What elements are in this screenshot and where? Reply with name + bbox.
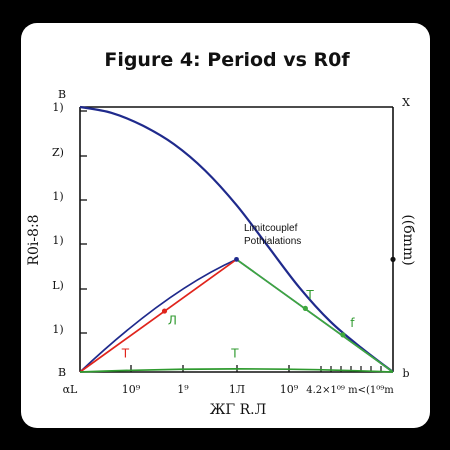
x-tick-label: 4.2×1⁰⁹ m<(1⁰⁹m <box>306 385 394 396</box>
series-line-red-line <box>79 258 237 373</box>
series-label: T <box>305 288 314 302</box>
corner-label-right-bottom: b <box>402 367 409 380</box>
series-layer <box>79 105 396 373</box>
annotation-line-2: Pothialations <box>244 236 301 247</box>
series-label: Л <box>168 313 177 327</box>
data-point <box>340 332 346 338</box>
annotation-line-1: Limitcouplef <box>244 223 298 234</box>
data-point <box>302 305 308 311</box>
y-tick-label: Z) <box>52 146 64 159</box>
x-tick-label: 10⁹ <box>122 383 141 396</box>
series-label: T <box>121 346 130 360</box>
y-tick-label: 1) <box>52 323 63 336</box>
y-tick-label: 1) <box>52 234 63 247</box>
right-axis-marker <box>390 256 396 262</box>
series-label: f <box>350 316 355 330</box>
data-point <box>161 308 168 314</box>
x-tick-label: αL <box>63 383 78 396</box>
y-axis-label: R0i-8:8 <box>26 214 42 265</box>
y-tick-label: 1) <box>52 190 63 203</box>
x-tick-label: 10⁹ <box>280 383 299 396</box>
series-label: T <box>230 346 239 360</box>
chart-title: Figure 4: Period vs R0f <box>104 49 350 71</box>
data-point-peak <box>234 256 239 262</box>
series-line-blue-triangle <box>79 258 394 373</box>
x-tick-label: 1⁹ <box>177 383 189 396</box>
series-line-green-line <box>236 258 394 373</box>
y-tick-bottom: B <box>58 366 66 379</box>
x-axis-label: ЖΓ R.Л <box>210 402 267 418</box>
right-axis-label: ((бmm) <box>400 214 416 265</box>
chart-card <box>21 23 430 428</box>
series-line-green-baseline <box>79 368 394 373</box>
y-tick-label: 1) <box>52 101 63 114</box>
y-tick-label: L) <box>52 279 64 292</box>
y-tick-top: B <box>58 88 66 101</box>
plot-frame <box>79 106 394 373</box>
series-labels: T Л T Tf <box>121 288 355 360</box>
series-line-blue-curve <box>79 105 394 373</box>
corner-label-right-top: X <box>402 96 410 109</box>
x-tick-label: 1Л <box>229 383 245 396</box>
